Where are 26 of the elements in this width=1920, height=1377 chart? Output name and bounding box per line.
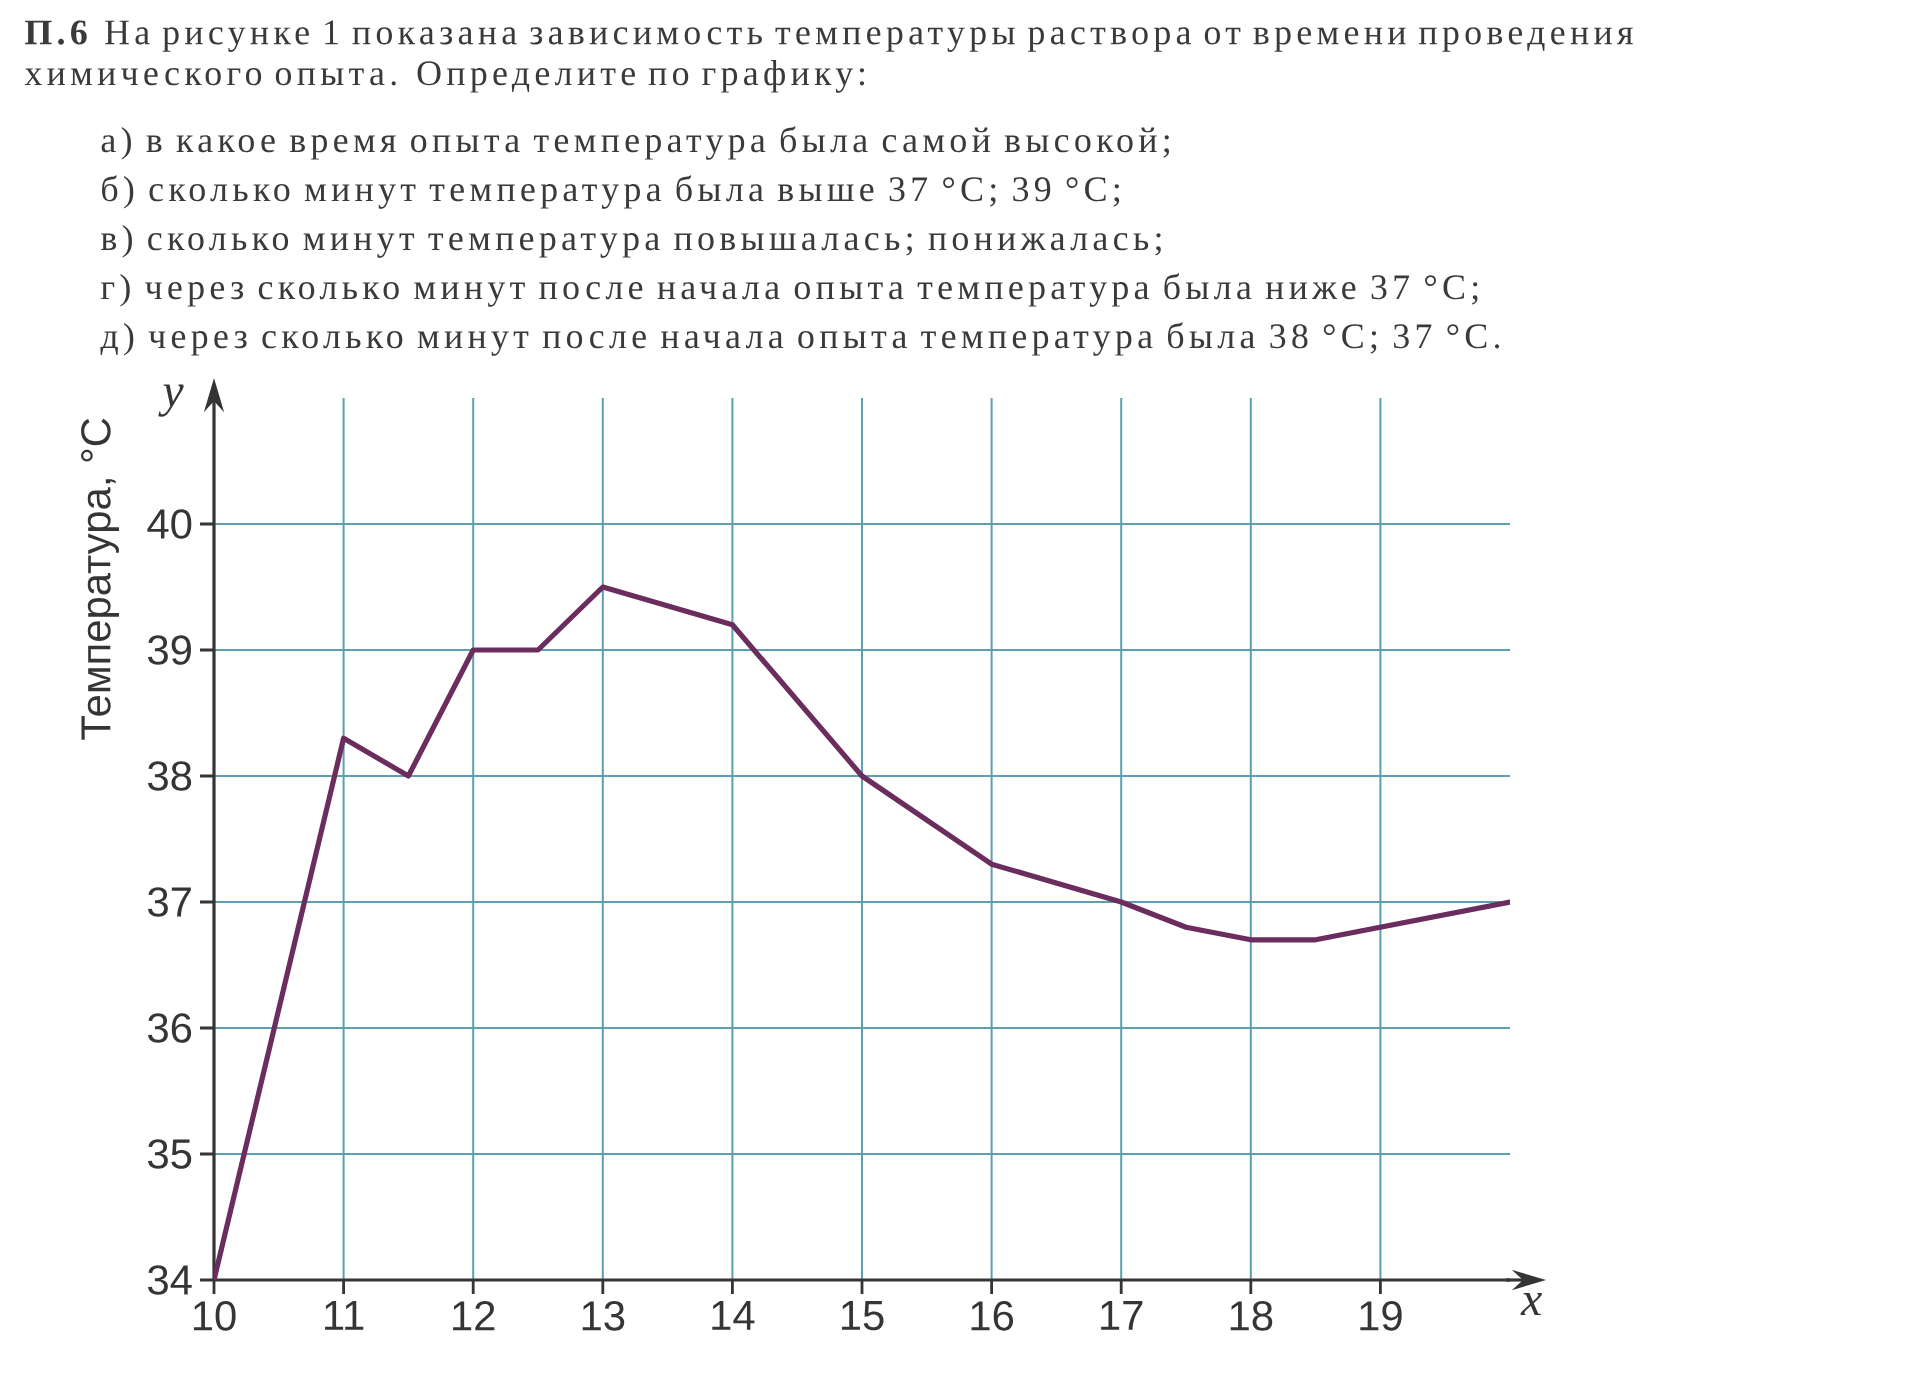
text: б) сколько минут температура была выше 37 °C; 39 °C; [102, 175, 1120, 209]
x-tick-label: 14 [712, 1301, 755, 1330]
y-tick-label: 39 [148, 635, 191, 665]
text: y [158, 384, 184, 417]
y-tick-label: 36 [148, 1013, 192, 1043]
x-tick-label: 13 [582, 1301, 625, 1331]
y-tick-label: 37 [148, 887, 191, 917]
x-tick-label: 18 [1230, 1301, 1273, 1331]
x-tick-label: 10 [193, 1301, 236, 1331]
y-tick-label: 38 [148, 761, 192, 791]
y-axis-title: Температура, °C [81, 418, 119, 740]
x-tick-label: 19 [1360, 1301, 1402, 1331]
y-tick-label: 40 [147, 509, 192, 539]
chart-title: П.6 На рисунке 1 показана зависимость температуры раствора от времени проведения химического опыта. Определите по графику: [24, 20, 1633, 93]
text: в) сколько минут температура повышалась; понижалась; [101, 225, 1161, 258]
text: г) через сколько минут после начала опыта температура была ниже 37 °C; [101, 273, 1478, 307]
x-tick-label: 16 [971, 1301, 1014, 1331]
y-tick-label: 34 [148, 1265, 192, 1295]
x-tick-label: 12 [453, 1301, 495, 1331]
y-tick-label: 35 [148, 1139, 192, 1169]
x-tick-label: 11 [325, 1301, 364, 1330]
x-tick-label: 17 [1101, 1301, 1143, 1330]
x-axis-title: x [1520, 1293, 1542, 1315]
text: д) через сколько минут после начала опыта температура была 38 °C; 37 °C. [100, 322, 1500, 356]
text: а) в какое время опыта температура была самой высокой; [101, 126, 1169, 160]
x-tick-label: 15 [841, 1301, 884, 1331]
